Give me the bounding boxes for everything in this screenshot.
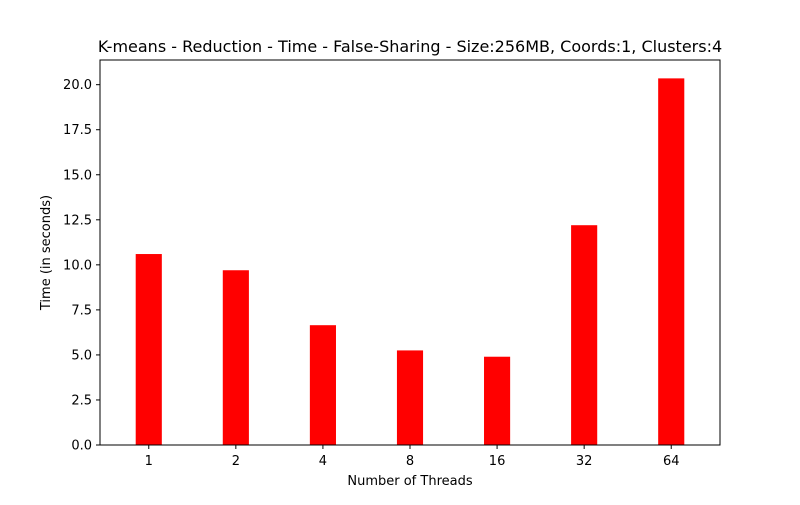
y-tick-label: 17.5 (63, 123, 92, 138)
x-tick-label: 32 (576, 454, 593, 469)
bar-1 (135, 254, 162, 445)
y-ticks-group: 0.0 2.5 5.0 7.5 10.0 12.5 15.0 17.5 20.0 (63, 78, 100, 454)
x-ticks-group: 1 2 4 8 16 32 64 (145, 445, 680, 469)
y-tick-label: 12.5 (63, 213, 92, 228)
y-tick-label: 15.0 (63, 168, 92, 183)
bars-group (135, 78, 685, 446)
bar-2 (222, 270, 249, 445)
x-tick-label: 64 (663, 454, 680, 469)
y-tick-label: 20.0 (63, 78, 92, 93)
y-tick-label: 0.0 (71, 439, 92, 454)
y-tick-label: 7.5 (71, 303, 92, 318)
plot-frame (99, 59, 721, 446)
bar-32 (571, 225, 598, 445)
y-axis-label: Time (in seconds) (39, 195, 54, 311)
x-tick-label: 8 (406, 454, 414, 469)
x-tick-label: 2 (232, 454, 240, 469)
x-axis-label: Number of Threads (347, 474, 472, 489)
x-tick-label: 4 (319, 454, 327, 469)
bar-16 (484, 356, 511, 445)
x-tick-label: 16 (489, 454, 506, 469)
bar-8 (396, 350, 424, 445)
y-tick-label: 2.5 (71, 393, 92, 408)
x-tick-label: 1 (145, 454, 153, 469)
y-tick-label: 10.0 (63, 258, 92, 273)
bar-64 (658, 78, 685, 446)
bar-4 (309, 325, 336, 445)
y-tick-label: 5.0 (71, 348, 92, 363)
chart-title: K-means - Reduction - Time - False-Shari… (98, 37, 722, 56)
